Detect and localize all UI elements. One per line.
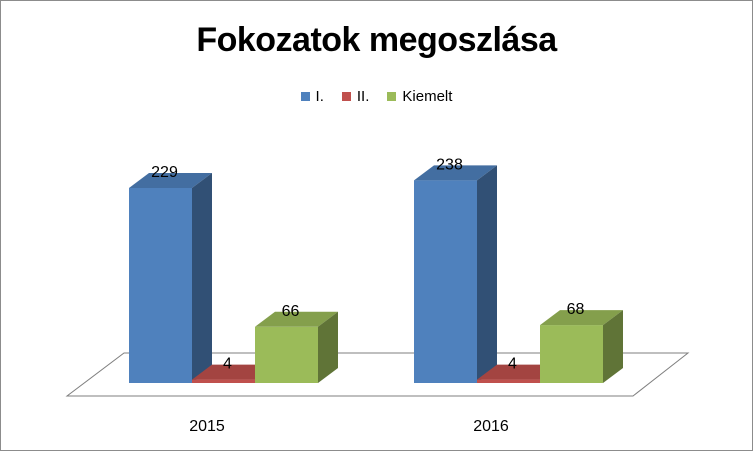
legend-item-series-3: Kiemelt <box>387 88 452 105</box>
x-axis-labels: 2015 2016 <box>189 418 509 435</box>
legend: I. II. Kiemelt <box>1 88 752 105</box>
data-label-2015-series-2: 4 <box>223 356 232 373</box>
legend-label-series-2: II. <box>356 88 370 105</box>
bar-top-2016-series-3 <box>540 310 623 326</box>
bar-2015-series-3 <box>255 311 338 383</box>
data-label-2016-series-2: 4 <box>508 356 517 373</box>
bar-front-2016-series-2 <box>477 379 540 383</box>
x-tick-label-2016: 2016 <box>473 418 509 435</box>
bar-front-2016-series-3 <box>540 325 603 383</box>
legend-item-series-2: II. <box>341 88 370 105</box>
legend-swatch-series-1 <box>300 92 310 101</box>
bar-front-2016-series-1 <box>414 180 477 383</box>
legend-swatch-series-2 <box>341 92 351 101</box>
legend-swatch-series-3 <box>387 92 397 101</box>
bar-front-2015-series-1 <box>129 187 192 383</box>
bar-side-2016-series-3 <box>603 310 623 383</box>
bar-2015-series-1 <box>129 172 212 383</box>
bar-top-2015-series-1 <box>129 172 212 188</box>
bar-top-2015-series-2 <box>192 364 275 380</box>
legend-label-series-3: Kiemelt <box>402 88 453 105</box>
data-label-2016-series-3: 68 <box>567 301 585 318</box>
bar-top-2016-series-1 <box>414 165 497 181</box>
bars-layer: 229 4 66 238 4 68 <box>129 156 623 383</box>
data-label-2015-series-1: 229 <box>151 164 178 181</box>
bar-front-2015-series-3 <box>255 326 318 383</box>
data-label-2015-series-3: 66 <box>282 303 300 320</box>
bar-top-2015-series-3 <box>255 311 338 327</box>
bar-side-2016-series-1 <box>477 165 497 383</box>
legend-label-series-1: I. <box>315 88 324 105</box>
chart-title: Fokozatok megoszlása <box>196 21 557 59</box>
bar-side-2015-series-1 <box>192 172 212 383</box>
x-tick-label-2015: 2015 <box>189 418 225 435</box>
bar-front-2015-series-2 <box>192 379 255 383</box>
chart-floor <box>65 352 690 397</box>
bar-2016-series-1 <box>414 165 497 383</box>
bar-top-2016-series-2 <box>477 364 560 380</box>
bar-side-2015-series-3 <box>318 311 338 383</box>
bar-2016-series-3 <box>540 310 623 383</box>
data-label-2016-series-1: 238 <box>436 156 463 173</box>
legend-item-series-1: I. <box>300 88 324 105</box>
